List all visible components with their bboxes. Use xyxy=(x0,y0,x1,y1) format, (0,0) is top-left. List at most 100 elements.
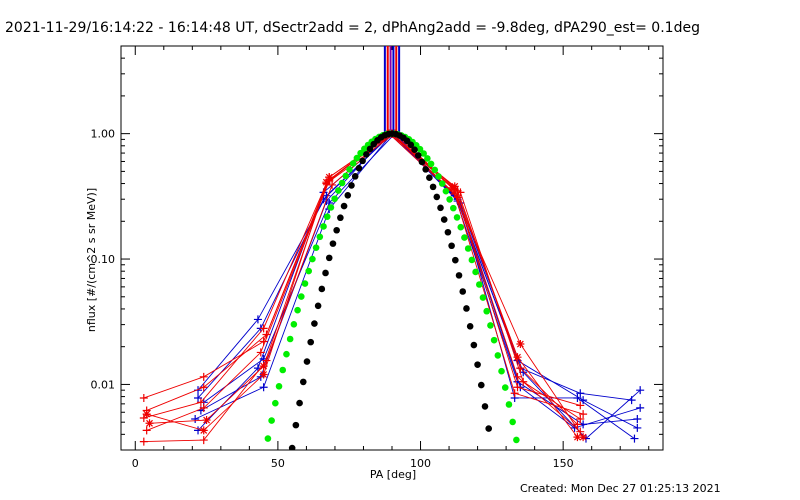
x-axis-label: PA [deg] xyxy=(370,468,416,481)
data-point-star xyxy=(325,173,334,182)
series-line xyxy=(194,132,635,439)
black-fit-point xyxy=(437,204,444,212)
green-fit-point xyxy=(279,366,287,374)
black-fit-point xyxy=(288,444,296,450)
green-fit-point xyxy=(472,268,479,276)
x-tick-label: 0 xyxy=(132,457,139,470)
data-point-star xyxy=(513,353,522,362)
data-point-star xyxy=(447,183,456,192)
green-fit-point xyxy=(305,267,313,275)
green-fit-point xyxy=(483,307,491,315)
green-fit-point xyxy=(416,145,424,153)
black-fit-point xyxy=(307,338,315,346)
data-point-star xyxy=(259,362,268,371)
green-fit-point xyxy=(494,352,502,359)
black-fit-point xyxy=(318,285,326,293)
data-point-star xyxy=(202,416,211,425)
data-point-plus xyxy=(262,356,271,365)
green-fit-point xyxy=(312,244,320,251)
green-fit-point xyxy=(490,336,498,344)
black-fit-point xyxy=(411,146,418,153)
data-point-plus xyxy=(194,393,203,402)
black-fit-point xyxy=(418,158,426,166)
green-fit-point xyxy=(327,204,335,211)
black-fit-point xyxy=(329,240,337,247)
green-fit-point xyxy=(501,384,509,391)
green-fit-point xyxy=(431,166,439,174)
black-fit-point xyxy=(422,166,429,173)
black-fit-point xyxy=(348,182,355,189)
green-fit-point xyxy=(331,195,338,203)
green-fit-point xyxy=(338,179,346,187)
green-fit-point xyxy=(264,435,272,442)
green-fit-point xyxy=(290,321,298,328)
green-fit-point xyxy=(353,154,361,162)
data-point-plus xyxy=(636,403,645,412)
data-point-star xyxy=(450,182,459,191)
green-fit-point xyxy=(349,160,357,167)
data-point-plus xyxy=(516,364,525,373)
black-fit-point xyxy=(485,425,493,432)
x-tick-label: 100 xyxy=(410,457,431,470)
data-point-plus xyxy=(513,383,522,392)
black-fit-point xyxy=(470,341,478,349)
data-point-plus xyxy=(573,393,582,402)
data-point-star xyxy=(259,370,268,379)
green-fit-point xyxy=(505,401,513,408)
data-point-plus xyxy=(510,389,519,398)
black-fit-point xyxy=(355,164,363,172)
green-fit-point xyxy=(464,245,472,252)
data-point-plus xyxy=(199,436,208,445)
black-fit-point xyxy=(455,272,463,279)
green-fit-point xyxy=(438,180,446,187)
data-point-plus xyxy=(519,368,528,377)
black-fit-point xyxy=(303,358,311,365)
green-fit-point xyxy=(268,417,275,424)
green-fit-point xyxy=(316,233,324,241)
green-fit-point xyxy=(301,280,309,287)
green-fit-point xyxy=(509,418,516,426)
x-tick-label: 50 xyxy=(271,457,285,470)
green-fit-point xyxy=(342,172,350,180)
plot-area: 0 50 100 150 0.01 0.10 1.00 xyxy=(91,45,664,470)
green-fit-point xyxy=(424,155,431,162)
black-fit-point xyxy=(344,192,352,199)
green-fit-point xyxy=(461,234,468,241)
y-tick-label: 0.01 xyxy=(91,378,116,391)
y-tick-label: 0.10 xyxy=(91,253,116,266)
data-point-plus xyxy=(139,437,148,446)
green-fit-point xyxy=(309,255,316,263)
data-point-plus xyxy=(199,383,208,392)
green-fit-point xyxy=(323,213,331,220)
black-fit-point xyxy=(459,288,467,295)
green-fit-point xyxy=(453,214,461,221)
black-fit-point xyxy=(322,269,329,277)
black-fit-point xyxy=(429,183,437,191)
data-point-star xyxy=(145,419,154,428)
data-point-plus xyxy=(139,393,148,402)
plot-frame xyxy=(120,45,664,451)
green-fit-point xyxy=(513,436,520,444)
green-fit-point xyxy=(487,322,494,329)
green-fit-point xyxy=(475,281,483,288)
green-fit-point xyxy=(498,367,505,375)
green-fit-point xyxy=(272,399,279,407)
black-fit-point xyxy=(433,193,441,201)
black-fit-point xyxy=(296,399,303,407)
data-point-plus xyxy=(191,415,200,424)
green-fit-point xyxy=(468,256,476,264)
data-point-star xyxy=(516,340,525,349)
black-fit-point xyxy=(426,174,433,181)
green-fit-point xyxy=(457,223,465,231)
green-fit-point xyxy=(442,187,450,195)
black-fit-point xyxy=(337,214,344,222)
black-fit-point xyxy=(299,378,307,386)
data-point-star xyxy=(322,178,331,187)
green-fit-point xyxy=(294,306,301,314)
black-fit-point xyxy=(477,381,485,389)
black-fit-point xyxy=(325,254,333,262)
data-point-star xyxy=(199,426,208,435)
black-fit-point xyxy=(407,141,415,149)
green-fit-point xyxy=(320,223,327,230)
